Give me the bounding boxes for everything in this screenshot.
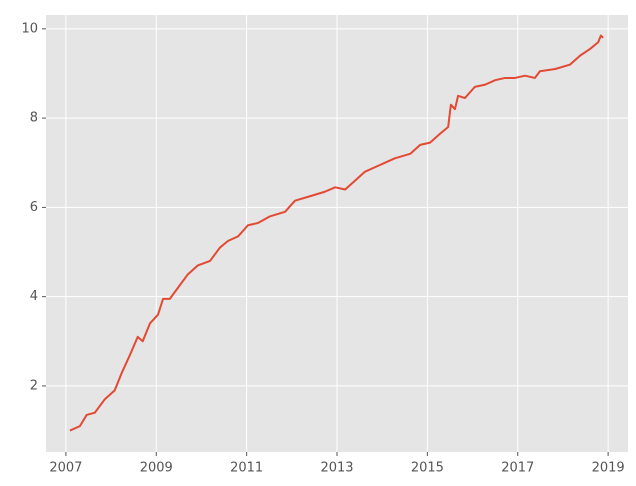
y-tick-label: 2	[30, 378, 38, 393]
x-tick-label: 2009	[140, 461, 173, 476]
y-tick-label: 8	[30, 111, 38, 126]
y-tick-label: 10	[21, 21, 38, 36]
x-tick-label: 2019	[592, 461, 625, 476]
data-line	[69, 34, 604, 432]
y-tick-label: 6	[30, 200, 38, 215]
x-tick-label: 2013	[320, 461, 353, 476]
x-tick-label: 2007	[49, 461, 82, 476]
x-tick-label: 2015	[411, 461, 444, 476]
y-tick-label: 4	[30, 289, 38, 304]
x-tick-label: 2011	[230, 461, 263, 476]
x-tick-label: 2017	[501, 461, 534, 476]
